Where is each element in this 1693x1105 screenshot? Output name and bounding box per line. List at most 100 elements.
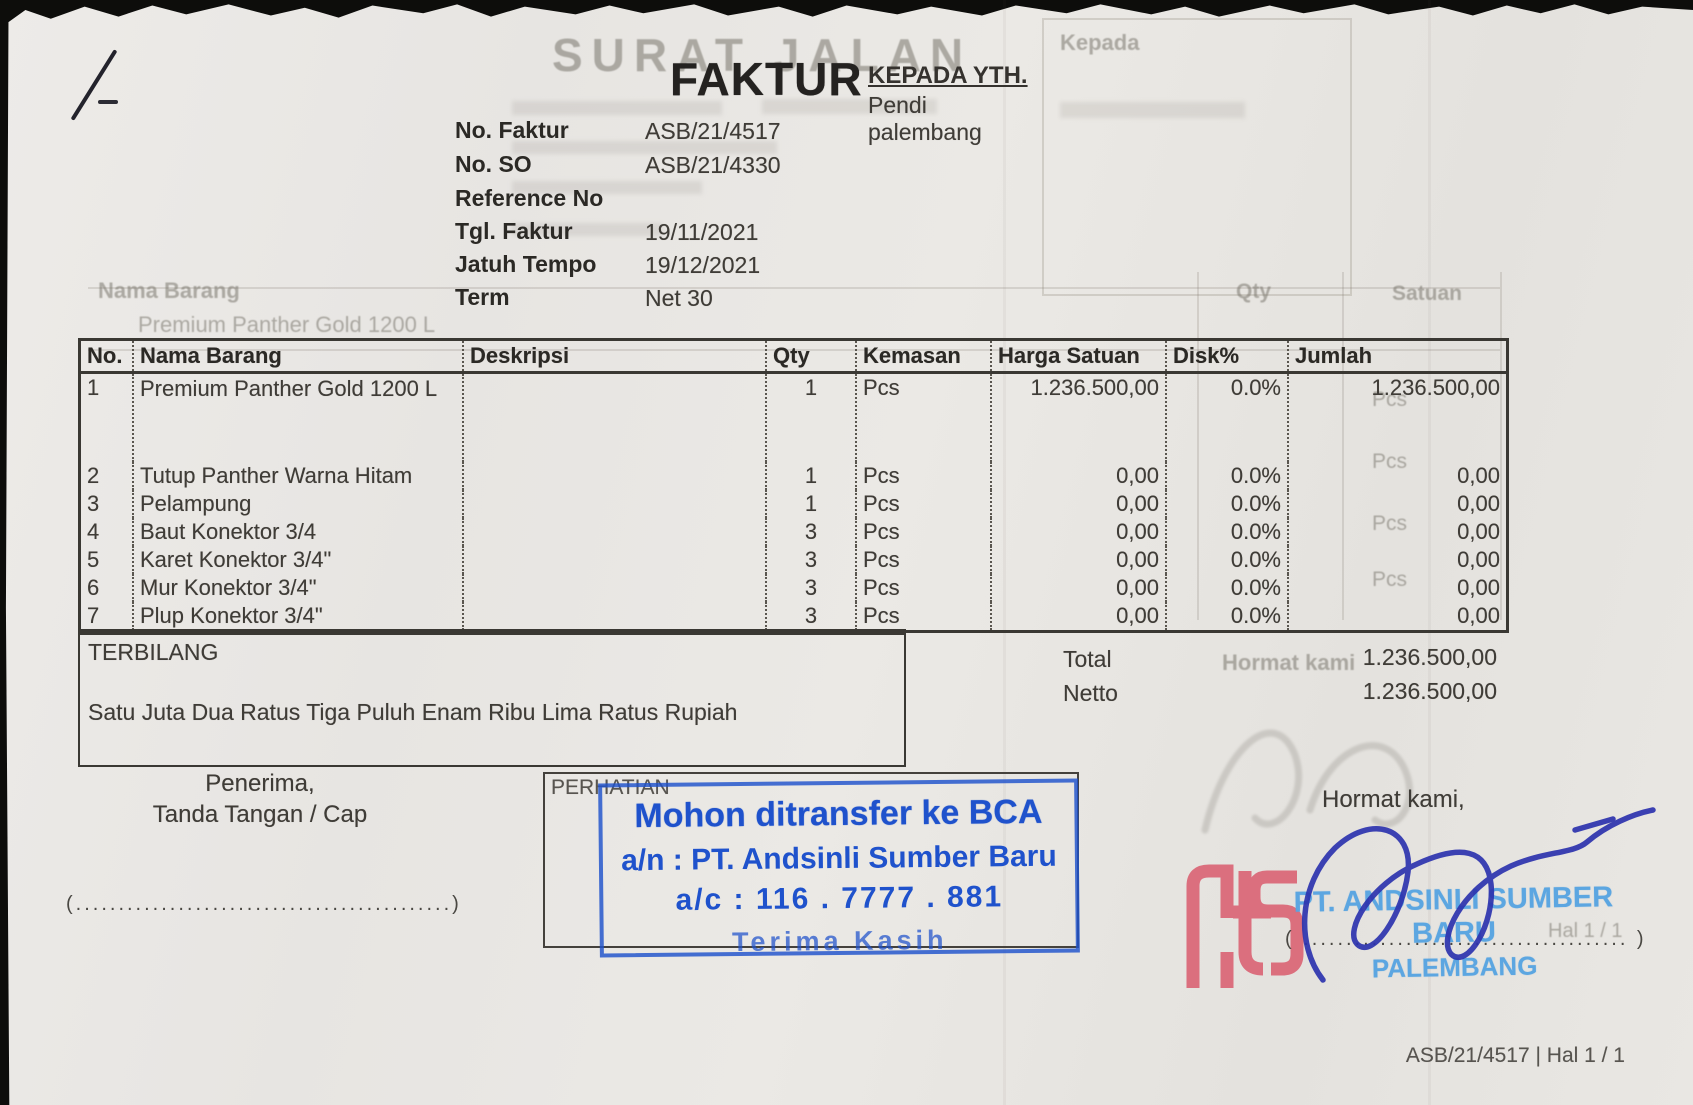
cell-nama: Mur Konektor 3/4" bbox=[132, 574, 463, 602]
cell-disk: 0.0% bbox=[1165, 372, 1288, 462]
cell-no: 6 bbox=[87, 575, 100, 600]
cell-harga: 0,00 bbox=[990, 574, 1166, 602]
cell-qty: 3 bbox=[765, 602, 856, 630]
handwritten-dash bbox=[98, 100, 118, 104]
cell-qty: 3 bbox=[765, 518, 856, 546]
meta-row: Term Net 30 bbox=[455, 284, 1015, 318]
cell-deskripsi bbox=[462, 372, 766, 462]
cell-qty: 3 bbox=[765, 574, 856, 602]
ghost-surat-jalan-title: SURAT JALAN bbox=[552, 29, 973, 81]
ghost-kepada-box: Kepada bbox=[1042, 18, 1352, 296]
terbilang-label: TERBILANG bbox=[88, 639, 219, 665]
meta-label: Reference No bbox=[455, 185, 604, 211]
stamp-line-3: a/c : 116 . 7777 . 881 bbox=[675, 880, 1004, 917]
cell-nama: Premium Panther Gold 1200 L bbox=[132, 372, 463, 462]
cell-disk: 0.0% bbox=[1165, 574, 1288, 602]
ghost-nama-barang: Nama Barang bbox=[98, 278, 240, 303]
terbilang-box: TERBILANG Satu Juta Dua Ratus Tiga Puluh… bbox=[78, 629, 906, 767]
tanda-tangan-label: Tanda Tangan / Cap bbox=[152, 801, 368, 828]
col-no: No. bbox=[81, 341, 133, 374]
table-row: 6 Mur Konektor 3/4" 3 Pcs 0,00 0.0% 0,00 bbox=[81, 574, 1506, 602]
terbilang-text: Satu Juta Dua Ratus Tiga Puluh Enam Ribu… bbox=[88, 699, 738, 725]
cell-qty: 3 bbox=[765, 546, 856, 574]
recipient-heading: KEPADA YTH. bbox=[868, 62, 1028, 89]
cell-nama: Pelampung bbox=[132, 490, 463, 518]
ghost-smudge bbox=[762, 99, 937, 114]
table-row: 5 Karet Konektor 3/4" 3 Pcs 0,00 0.0% 0,… bbox=[81, 546, 1506, 574]
table-row: 1 Premium Panther Gold 1200 L 1 Pcs 1.23… bbox=[81, 372, 1506, 462]
cell-harga: 0,00 bbox=[990, 490, 1166, 518]
cell-harga: 1.236.500,00 bbox=[990, 372, 1166, 462]
col-qty: Qty bbox=[765, 341, 856, 374]
recipient-city: palembang bbox=[868, 119, 982, 145]
meta-value: 19/12/2021 bbox=[645, 252, 761, 278]
ghost-item-line: Premium Panther Gold 1200 L bbox=[138, 312, 436, 337]
ghost-smudge bbox=[512, 101, 722, 115]
cell-deskripsi bbox=[462, 518, 766, 546]
cell-deskripsi bbox=[462, 490, 766, 518]
cell-deskripsi bbox=[462, 574, 766, 602]
table-row: 3 Pelampung 1 Pcs 0,00 0.0% 0,00 bbox=[81, 490, 1506, 518]
table-row: 7 Plup Konektor 3/4" 3 Pcs 0,00 0.0% 0,0… bbox=[81, 602, 1506, 630]
bank-transfer-stamp: Mohon ditransfer ke BCA a/n : PT. Andsin… bbox=[598, 778, 1080, 958]
cell-disk: 0.0% bbox=[1165, 546, 1288, 574]
ghost-hormat-kami: Hormat kami bbox=[1222, 650, 1356, 675]
hormat-kami-label: Hormat kami, bbox=[1322, 786, 1465, 813]
ghost-table-line bbox=[88, 287, 1500, 289]
cell-harga: 0,00 bbox=[990, 518, 1166, 546]
meta-row: Jatuh Tempo 19/12/2021 bbox=[455, 251, 1015, 285]
company-logo-stamp bbox=[1186, 864, 1304, 988]
meta-label: No. Faktur bbox=[455, 117, 569, 143]
col-deskripsi: Deskripsi bbox=[462, 341, 766, 374]
stamp-line-4: Terima Kasih bbox=[731, 924, 948, 958]
cell-jumlah: 1.236.500,00 bbox=[1287, 372, 1506, 462]
meta-row: Tgl. Faktur 19/11/2021 bbox=[455, 218, 1015, 252]
col-harga-satuan: Harga Satuan bbox=[990, 341, 1166, 374]
cell-nama: Baut Konektor 3/4 bbox=[132, 518, 463, 546]
cell-jumlah: 0,00 bbox=[1287, 490, 1506, 518]
items-table-wrapper: No. Nama Barang Deskripsi Qty Kemasan Ha… bbox=[78, 338, 1509, 633]
cell-deskripsi bbox=[462, 602, 766, 630]
stamp-line-2: a/n : PT. Andsinli Sumber Baru bbox=[620, 839, 1057, 878]
ghost-smudge bbox=[512, 181, 702, 194]
ghost-signature bbox=[1201, 729, 1413, 834]
cell-kemasan: Pcs bbox=[855, 518, 991, 546]
netto-value: 1.236.500,00 bbox=[1362, 678, 1497, 704]
cell-no: 4 bbox=[87, 519, 100, 544]
ghost-satuan-label: Satuan bbox=[1392, 282, 1463, 305]
cell-no: 1 bbox=[87, 375, 100, 400]
items-table: No. Nama Barang Deskripsi Qty Kemasan Ha… bbox=[81, 341, 1506, 630]
cell-jumlah: 0,00 bbox=[1287, 462, 1506, 490]
col-kemasan: Kemasan bbox=[855, 341, 991, 374]
cell-jumlah: 0,00 bbox=[1287, 574, 1506, 602]
col-disk: Disk% bbox=[1165, 341, 1288, 374]
cell-disk: 0.0% bbox=[1165, 462, 1288, 490]
cell-qty: 1 bbox=[765, 372, 856, 462]
handwritten-signature bbox=[1301, 807, 1656, 983]
meta-row: Reference No bbox=[455, 185, 1015, 219]
cell-kemasan: Pcs bbox=[855, 490, 991, 518]
meta-value: Net 30 bbox=[645, 285, 713, 311]
footer-page-info: ASB/21/4517 | Hal 1 / 1 bbox=[1405, 1044, 1625, 1067]
attention-box: PERHATIAN bbox=[543, 772, 1079, 948]
cell-disk: 0.0% bbox=[1165, 602, 1288, 630]
stamp-line-1: Mohon ditransfer ke BCA bbox=[634, 792, 1043, 836]
document-title: FAKTUR bbox=[670, 53, 863, 105]
total-value: 1.236.500,00 bbox=[1362, 644, 1497, 670]
cell-qty: 1 bbox=[765, 490, 856, 518]
cell-kemasan: Pcs bbox=[855, 574, 991, 602]
left-signature-line: (.......................................… bbox=[66, 893, 462, 915]
meta-value: 19/11/2021 bbox=[645, 219, 759, 245]
total-label: Total bbox=[1063, 646, 1112, 672]
meta-value: ASB/21/4517 bbox=[645, 118, 781, 144]
cell-harga: 0,00 bbox=[990, 462, 1166, 490]
table-header-row: No. Nama Barang Deskripsi Qty Kemasan Ha… bbox=[81, 341, 1506, 374]
meta-label: No. SO bbox=[455, 151, 532, 177]
col-nama-barang: Nama Barang bbox=[132, 341, 463, 374]
cell-kemasan: Pcs bbox=[855, 602, 991, 630]
ghost-smudge bbox=[1060, 102, 1245, 118]
recipient-name: Pendi bbox=[868, 92, 927, 118]
cell-kemasan: Pcs bbox=[855, 546, 991, 574]
cell-no: 5 bbox=[87, 547, 100, 572]
